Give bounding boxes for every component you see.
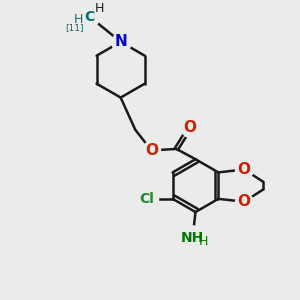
Text: NH: NH — [181, 231, 204, 245]
Text: H: H — [74, 13, 83, 26]
Text: O: O — [145, 143, 158, 158]
Text: O: O — [238, 162, 251, 177]
Text: C: C — [85, 10, 95, 24]
Text: H: H — [94, 2, 104, 15]
Text: [11]: [11] — [65, 22, 84, 32]
Text: O: O — [183, 120, 196, 135]
Text: N: N — [114, 34, 127, 49]
Text: H: H — [199, 236, 208, 248]
Text: O: O — [238, 194, 251, 209]
Text: Cl: Cl — [140, 192, 154, 206]
